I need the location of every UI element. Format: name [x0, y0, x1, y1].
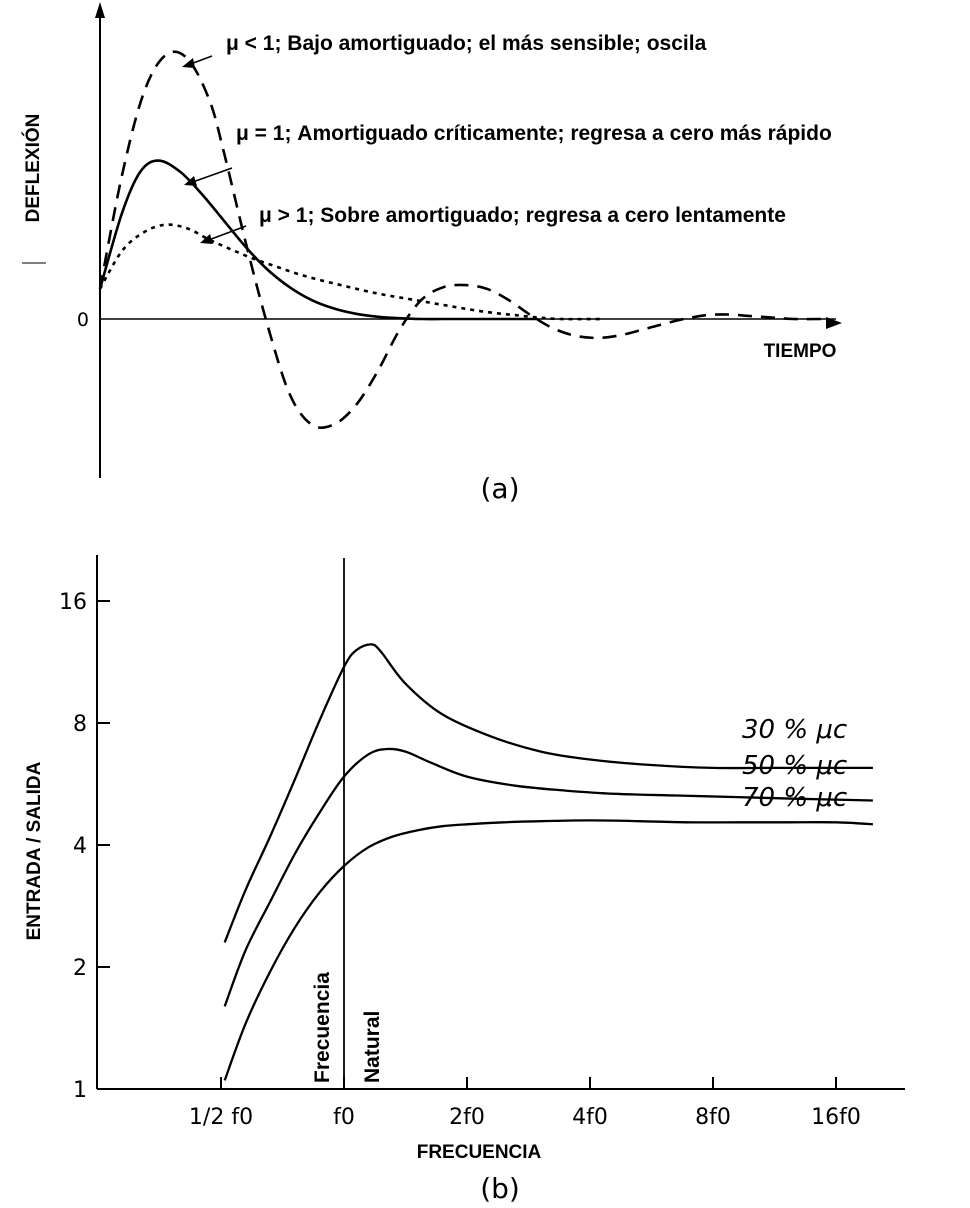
panel-b-y-tick-label-4: 4 [73, 834, 87, 859]
curve-label-30pct-text: 30 % μc [742, 715, 847, 745]
panel-a-zero-tick-label: 0 [77, 309, 89, 331]
annotation-arrowhead-critical [184, 176, 197, 186]
panel-b-y-tick-label-2: 2 [73, 956, 87, 981]
panel-a-y-axis-label: DEFLEXIÓN [22, 114, 44, 223]
panel-b-y-tick-label-16: 16 [59, 590, 87, 615]
panel-b-y-ticks: 1 2 4 8 16 [59, 590, 110, 1103]
panel-b-x-tick-label-3: 4f0 [572, 1105, 608, 1130]
panel-a-critically-damped-curve [98, 159, 538, 321]
natural-frequency-label-1: Frecuencia [311, 972, 334, 1083]
curve-label-50pct: 50 % μc [742, 751, 847, 781]
legend-critically-damped: μ = 1; Amortiguado críticamente; regresa… [236, 122, 832, 145]
panel-b-y-axis-label: ENTRADA / SALIDA [24, 761, 45, 940]
panel-b-x-tick-label-2: 2f0 [449, 1105, 485, 1130]
panel-b-curve-70pct [223, 819, 873, 1081]
panel-b-x-ticks: 1/2 f0 f0 2f0 4f0 8f0 16f0 [189, 1077, 861, 1130]
curve-label-50pct-text: 50 % μc [742, 751, 847, 781]
panel-a-x-axis-arrow [826, 317, 842, 329]
panel-b-x-axis-label: FRECUENCIA [417, 1142, 542, 1163]
panel-b-x-tick-label-0: 1/2 f0 [189, 1105, 253, 1130]
annotation-arrowhead-underdamped [182, 58, 195, 68]
panel-b-curve-30pct [223, 643, 873, 943]
panel-a-label: (a) [480, 472, 519, 505]
curve-label-70pct-text: 70 % μc [742, 783, 847, 813]
svg-text:70 % μc: 70 % μc [742, 783, 847, 813]
panel-b-x-tick-label-1: f0 [333, 1105, 355, 1130]
curve-label-30pct: 30 % μc [742, 715, 847, 745]
natural-frequency-label-2: Natural [361, 1011, 384, 1083]
panel-b-y-tick-label-8: 8 [73, 712, 87, 737]
panel-b-label: (b) [480, 1172, 520, 1205]
annotation-arrow-overdamped [205, 225, 247, 242]
panel-a-underdamped-curve [98, 50, 823, 429]
annotation-arrowhead-overdamped [200, 234, 213, 244]
panel-a-transient-response: 0 TIEMPO DEFLEXIÓN μ < 1; Bajo amortigua… [22, 2, 842, 505]
svg-text:30 % μc: 30 % μc [742, 715, 847, 745]
panel-b-curve-50pct [223, 747, 873, 1007]
panel-a-x-axis-label: TIEMPO [764, 341, 837, 362]
panel-b-x-tick-label-5: 16f0 [811, 1105, 861, 1130]
annotation-arrow-critical [189, 167, 233, 184]
panel-b-y-tick-label-1: 1 [73, 1078, 87, 1103]
svg-text:50 % μc: 50 % μc [742, 751, 847, 781]
legend-overdamped: μ > 1; Sobre amortiguado; regresa a cero… [259, 204, 786, 227]
panel-a-overdamped-curve [98, 223, 604, 321]
panel-b-x-tick-label-4: 8f0 [695, 1105, 731, 1130]
panel-a-y-axis-arrow [95, 2, 105, 18]
legend-underdamped: μ < 1; Bajo amortiguado; el más sensible… [226, 32, 707, 55]
curve-label-70pct: 70 % μc [742, 783, 847, 813]
